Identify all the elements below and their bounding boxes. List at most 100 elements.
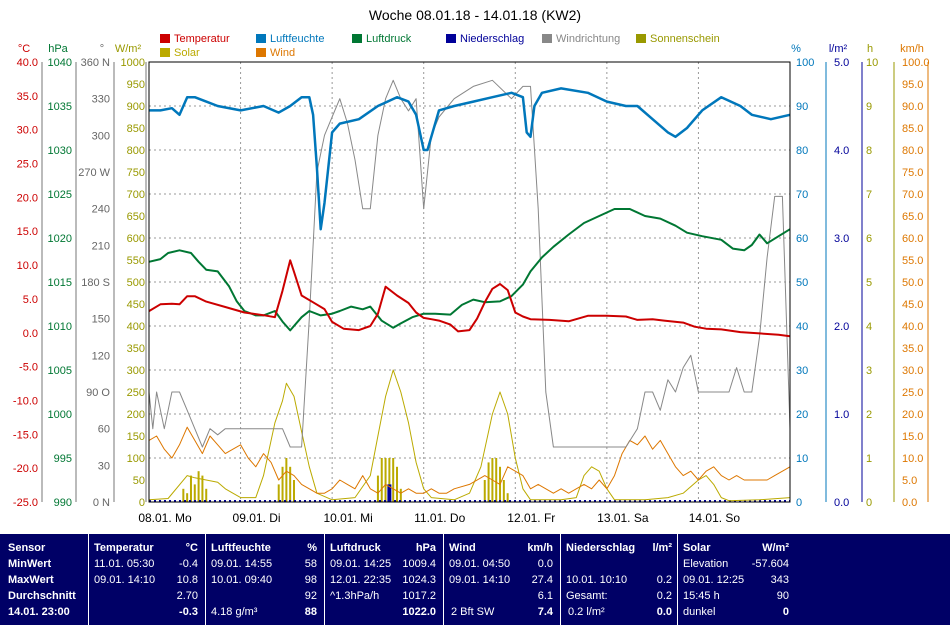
tick-label-sunshine: 2 <box>866 409 872 421</box>
legend-label: Temperatur <box>174 33 230 45</box>
tick-label-temp: 10.0 <box>17 260 38 272</box>
tick-label-solar: 0 <box>139 497 145 509</box>
tick-label-solar: 450 <box>127 299 145 311</box>
sunshine-bar <box>197 471 200 502</box>
row-label-min: MinWert <box>8 558 52 570</box>
sunshine-bar <box>380 458 383 502</box>
sunshine-bar <box>399 488 402 502</box>
chart-title: Woche 08.01.18 - 14.01.18 (KW2) <box>369 7 581 23</box>
legend-label: Luftdruck <box>366 33 412 45</box>
tick-label-solar: 800 <box>127 145 145 157</box>
tick-label-sunshine: 9 <box>866 101 872 113</box>
tick-label-wind: 100.0 <box>902 57 930 69</box>
legend-swatch <box>256 34 266 43</box>
tick-label-wind: 55.0 <box>902 255 923 267</box>
solar-header: Solar <box>683 542 711 554</box>
tick-label-temp: -5.0 <box>19 362 38 374</box>
solar-current-value: 0 <box>782 606 789 618</box>
tick-label-humidity: 80 <box>796 145 808 157</box>
tick-label-temp: 40.0 <box>17 57 38 69</box>
luftdruck-max-time: 12.01. 22:35 <box>330 574 392 586</box>
axis-unit-humidity: % <box>791 43 801 55</box>
tick-label-pressure: 1015 <box>48 277 72 289</box>
tick-label-pressure: 1020 <box>48 233 72 245</box>
niederschlag-unit: l/m² <box>652 542 672 554</box>
sunshine-bar <box>281 466 284 502</box>
x-tick-label: 09.01. Di <box>233 511 281 525</box>
tick-label-wind: 30.0 <box>902 365 923 377</box>
luftfeuchte-header: Luftfeuchte <box>211 542 271 554</box>
right-axes: 10090807060504030201005.04.03.02.01.00.0… <box>796 57 930 509</box>
tick-label-temp: 20.0 <box>17 192 38 204</box>
luftfeuchte-current-value: 88 <box>304 606 317 618</box>
row-label-avg: Durchschnitt <box>8 590 76 602</box>
wind-header: Wind <box>449 542 476 554</box>
tick-label-wind: 50.0 <box>902 277 923 289</box>
luftdruck-max-value: 1024.3 <box>402 574 436 586</box>
column-divider <box>443 534 444 625</box>
tick-label-temp: -15.0 <box>13 429 38 441</box>
niederschlag-total-label: Gesamt: <box>566 590 608 602</box>
tick-label-temp: -25.0 <box>13 497 38 509</box>
luftdruck-column: Luftdruck hPa 09.01. 14:25 1009.4 12.01. 2… <box>326 534 440 625</box>
tick-label-rain: 4.0 <box>834 145 849 157</box>
tick-label-temp: 30.0 <box>17 125 38 137</box>
tick-label-temp: 5.0 <box>23 294 38 306</box>
tick-label-temp: -20.0 <box>13 463 38 475</box>
tick-label-wind: 65.0 <box>902 211 923 223</box>
tick-label-humidity: 100 <box>796 57 814 69</box>
sunshine-bar <box>289 466 292 502</box>
tick-label-winddir: 150 <box>92 314 110 326</box>
luftdruck-min-value: 1009.4 <box>402 558 436 570</box>
tick-label-solar: 850 <box>127 123 145 135</box>
tick-label-winddir: 210 <box>92 240 110 252</box>
wind-max-time: 09.01. 14:10 <box>449 574 511 586</box>
tick-label-pressure: 1040 <box>48 57 72 69</box>
sunshine-bar <box>388 458 391 502</box>
wind-current-value: 7.4 <box>537 606 553 618</box>
sunshine-bar <box>182 488 185 502</box>
humidity-line <box>149 87 791 231</box>
wind-min-time: 09.01. 04:50 <box>449 558 511 570</box>
x-tick-label: 08.01. Mo <box>138 511 192 525</box>
sunshine-bar <box>285 458 288 502</box>
legend-swatch <box>256 48 266 57</box>
weather-chart: Woche 08.01.18 - 14.01.18 (KW2) Temperat… <box>13 7 930 525</box>
solar-elevation-label: Elevation <box>683 558 729 570</box>
sunshine-bar <box>495 458 498 502</box>
chart-legend: Temperatur Luftfeuchte Luftdruck Niederschl… <box>160 33 720 59</box>
column-divider <box>88 534 89 625</box>
tick-label-wind: 25.0 <box>902 387 923 399</box>
tick-label-wind: 0.0 <box>902 497 917 509</box>
tick-label-sunshine: 3 <box>866 365 872 377</box>
temperatur-unit: °C <box>185 542 198 554</box>
tick-label-sunshine: 5 <box>866 277 872 289</box>
legend-label: Windrichtung <box>556 33 620 45</box>
tick-label-pressure: 1000 <box>48 409 72 421</box>
tick-label-sunshine: 0 <box>866 497 872 509</box>
winddir-line <box>148 79 791 448</box>
x-tick-label: 13.01. Sa <box>597 511 649 525</box>
legend-swatch <box>352 34 362 43</box>
tick-label-pressure: 1030 <box>48 145 72 157</box>
solar-elevation-value: -57.604 <box>751 558 789 570</box>
tick-label-solar: 500 <box>127 277 145 289</box>
line-series <box>148 79 791 502</box>
tick-label-sunshine: 1 <box>866 453 872 465</box>
axis-unit-solar: W/m² <box>115 43 142 55</box>
luftfeuchte-column: Luftfeuchte% 09.01. 14:55 58 10.01. 09:40… <box>207 534 321 625</box>
solar-avg-value: 90 <box>776 590 789 602</box>
sunshine-bar <box>396 466 399 502</box>
solar-max-time: 09.01. 12:25 <box>683 574 745 586</box>
legend-swatch <box>160 48 170 57</box>
tick-label-wind: 80.0 <box>902 145 923 157</box>
temperatur-min-value: -0.4 <box>179 558 198 570</box>
sunshine-bar <box>189 475 192 502</box>
tick-label-solar: 950 <box>127 79 145 91</box>
sunshine-bar <box>205 488 208 502</box>
tick-label-winddir: 270 W <box>78 167 110 179</box>
tick-label-wind: 70.0 <box>902 189 923 201</box>
solar-max-value: 343 <box>770 574 789 586</box>
tick-label-winddir: 90 O <box>86 387 110 399</box>
rain-bar <box>387 484 392 502</box>
